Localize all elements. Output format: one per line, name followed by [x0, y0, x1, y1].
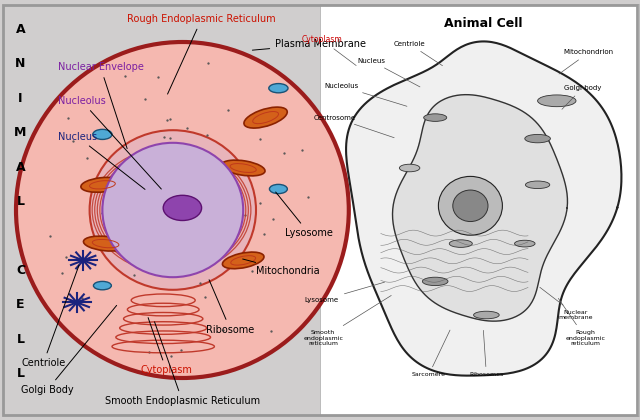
Text: Nucleolus: Nucleolus	[58, 96, 161, 189]
Text: Smooth Endoplasmic Reticulum: Smooth Endoplasmic Reticulum	[105, 322, 260, 406]
Text: N: N	[15, 58, 26, 70]
Ellipse shape	[221, 160, 265, 176]
Ellipse shape	[515, 240, 535, 247]
Text: A: A	[15, 161, 26, 173]
Text: Nucleus: Nucleus	[58, 131, 145, 189]
Ellipse shape	[83, 236, 128, 251]
Ellipse shape	[474, 311, 499, 319]
Text: Mitochondria: Mitochondria	[243, 259, 319, 276]
Ellipse shape	[102, 143, 243, 277]
Ellipse shape	[453, 190, 488, 221]
Text: Mitochondrion: Mitochondrion	[559, 50, 614, 74]
Text: Lysosome: Lysosome	[276, 192, 333, 238]
Text: Nucleolus: Nucleolus	[324, 83, 407, 106]
Text: Nuclear Envelope: Nuclear Envelope	[58, 62, 143, 149]
Text: Animal Cell: Animal Cell	[444, 17, 522, 29]
Ellipse shape	[525, 181, 550, 189]
Ellipse shape	[438, 176, 502, 235]
Ellipse shape	[223, 252, 264, 269]
Text: Ribosome: Ribosome	[206, 280, 255, 335]
Text: E: E	[16, 299, 25, 311]
Ellipse shape	[81, 177, 124, 192]
Text: Centriole: Centriole	[21, 265, 79, 368]
Text: Rough Endoplasmic Reticulum: Rough Endoplasmic Reticulum	[127, 14, 276, 94]
Ellipse shape	[538, 95, 576, 107]
Text: Cytoplasm: Cytoplasm	[140, 318, 193, 375]
Ellipse shape	[525, 134, 550, 143]
Ellipse shape	[244, 107, 287, 128]
Text: L: L	[17, 368, 24, 380]
Ellipse shape	[269, 184, 287, 194]
Ellipse shape	[16, 42, 349, 378]
Text: C: C	[16, 264, 25, 277]
Text: L: L	[17, 195, 24, 208]
Circle shape	[163, 195, 202, 220]
Text: A: A	[15, 23, 26, 36]
Ellipse shape	[93, 129, 112, 139]
Text: Nuclear
membrane: Nuclear membrane	[540, 287, 593, 320]
Ellipse shape	[269, 84, 288, 93]
Text: I: I	[18, 92, 23, 105]
Text: Lysosome: Lysosome	[305, 282, 385, 303]
Text: Golgi body: Golgi body	[562, 85, 601, 109]
Ellipse shape	[399, 164, 420, 172]
Text: Golgi Body: Golgi Body	[21, 305, 116, 395]
Text: Smooth
endoplasmic
reticulum: Smooth endoplasmic reticulum	[303, 296, 391, 346]
Polygon shape	[392, 94, 568, 321]
Ellipse shape	[422, 277, 448, 286]
Text: Cytoplasm: Cytoplasm	[301, 35, 356, 66]
Ellipse shape	[90, 130, 256, 290]
Ellipse shape	[449, 240, 472, 247]
Ellipse shape	[93, 281, 111, 290]
Text: Rough
endoplasmic
reticulum: Rough endoplasmic reticulum	[558, 298, 605, 346]
Text: Centriole: Centriole	[394, 41, 442, 66]
Polygon shape	[346, 42, 621, 375]
Bar	[320, 4, 639, 416]
Text: Plasma Membrane: Plasma Membrane	[252, 39, 366, 50]
Text: L: L	[17, 333, 24, 346]
Text: M: M	[14, 126, 27, 139]
Text: Ribosomes: Ribosomes	[469, 331, 504, 377]
Text: Centrosome: Centrosome	[314, 115, 394, 138]
Text: Nucleus: Nucleus	[357, 58, 420, 87]
Text: Sarcomere: Sarcomere	[412, 330, 450, 377]
Ellipse shape	[424, 114, 447, 121]
